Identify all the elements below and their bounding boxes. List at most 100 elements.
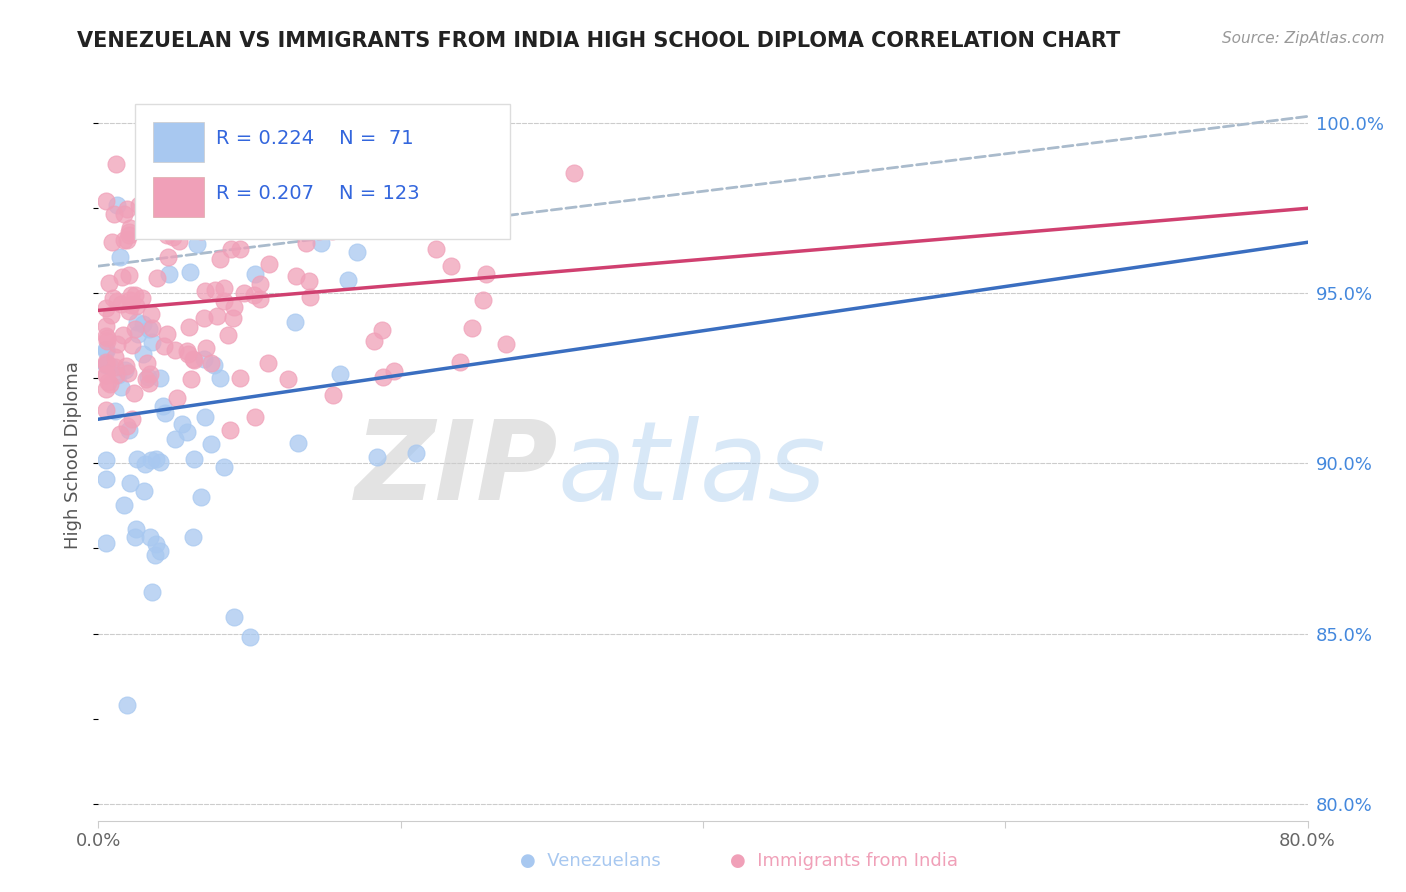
Point xyxy=(104,350,127,364)
Point xyxy=(370,323,392,337)
Point xyxy=(115,698,138,712)
Point xyxy=(212,294,235,309)
Point xyxy=(425,242,447,256)
Point xyxy=(118,476,141,491)
Point xyxy=(166,391,188,405)
Point xyxy=(284,315,307,329)
Point xyxy=(284,268,307,283)
Point xyxy=(219,243,242,257)
Point xyxy=(149,371,172,385)
Point xyxy=(162,183,184,197)
Point xyxy=(190,490,212,504)
Point xyxy=(138,530,160,544)
Point xyxy=(194,409,217,424)
Point xyxy=(138,376,160,390)
Point xyxy=(100,308,122,322)
Point xyxy=(100,235,122,249)
Text: R = 0.207    N = 123: R = 0.207 N = 123 xyxy=(215,185,419,203)
Point xyxy=(94,358,117,372)
Point xyxy=(104,359,127,374)
Point xyxy=(96,368,118,382)
Point xyxy=(117,418,139,433)
Point xyxy=(141,320,163,334)
Point xyxy=(245,268,267,282)
Point xyxy=(287,436,309,450)
Point xyxy=(118,304,141,318)
Point xyxy=(346,245,368,260)
Point xyxy=(170,417,193,432)
Point xyxy=(94,355,117,369)
Point xyxy=(141,335,163,350)
Point xyxy=(110,380,132,394)
Point xyxy=(208,252,231,267)
Point xyxy=(193,311,215,326)
Text: R = 0.224    N =  71: R = 0.224 N = 71 xyxy=(215,129,413,148)
Point xyxy=(212,281,235,295)
Point xyxy=(96,334,118,348)
Point xyxy=(117,366,139,380)
Text: Source: ZipAtlas.com: Source: ZipAtlas.com xyxy=(1222,31,1385,46)
Point xyxy=(157,267,180,281)
Point xyxy=(124,299,146,313)
Point xyxy=(141,307,163,321)
Point xyxy=(94,358,117,372)
Point xyxy=(449,355,471,369)
Point xyxy=(127,327,149,342)
Point xyxy=(141,585,163,599)
Point xyxy=(105,293,128,308)
Point xyxy=(190,224,212,238)
Point xyxy=(145,451,167,466)
Point xyxy=(254,170,277,185)
Point xyxy=(232,285,254,300)
Point xyxy=(112,207,135,221)
Bar xyxy=(153,122,204,162)
Point xyxy=(94,402,117,417)
Point xyxy=(120,293,142,308)
Point xyxy=(204,283,226,297)
Point xyxy=(131,291,153,305)
Point xyxy=(364,215,387,229)
Point xyxy=(96,357,118,371)
Point xyxy=(156,227,179,242)
Point xyxy=(167,235,190,249)
Point xyxy=(146,270,169,285)
Point xyxy=(107,198,129,212)
Point xyxy=(156,250,179,264)
Point xyxy=(194,341,217,355)
Point xyxy=(124,322,146,336)
Point xyxy=(118,225,141,239)
Point xyxy=(138,370,160,384)
Point xyxy=(124,288,146,302)
Point xyxy=(131,347,153,361)
Point xyxy=(121,338,143,352)
Point xyxy=(200,437,222,451)
Point xyxy=(98,376,121,391)
Point xyxy=(240,202,263,217)
Point xyxy=(96,330,118,344)
Point xyxy=(104,403,127,417)
Point xyxy=(134,457,156,471)
Point xyxy=(121,288,143,302)
Point xyxy=(562,166,585,180)
Point xyxy=(461,321,484,335)
Point xyxy=(108,250,131,264)
Point xyxy=(177,319,200,334)
Point xyxy=(94,342,117,356)
Point xyxy=(309,236,332,251)
Point xyxy=(472,293,495,307)
Point xyxy=(103,291,125,305)
Point xyxy=(105,337,128,351)
Point xyxy=(217,214,239,228)
Point xyxy=(298,275,321,289)
Point xyxy=(94,301,117,315)
Point xyxy=(118,423,141,437)
Point xyxy=(475,267,498,281)
Point xyxy=(145,537,167,551)
Point xyxy=(323,164,346,178)
Point xyxy=(125,452,148,467)
Point xyxy=(124,530,146,544)
Point xyxy=(470,179,492,194)
FancyBboxPatch shape xyxy=(135,103,509,239)
Point xyxy=(135,356,157,370)
Point xyxy=(94,472,117,486)
